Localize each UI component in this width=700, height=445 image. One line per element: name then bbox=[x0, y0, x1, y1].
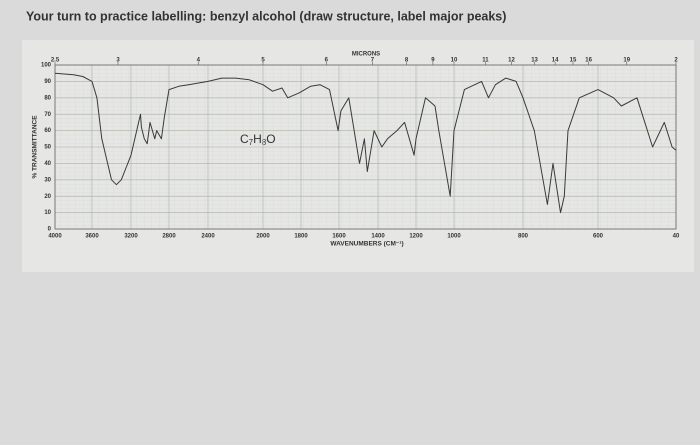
top-tick-label: 12 bbox=[508, 58, 515, 64]
x-tick-label: 2800 bbox=[162, 234, 176, 240]
y-tick-label: 0 bbox=[48, 227, 52, 233]
formula: C7H8O bbox=[240, 132, 276, 147]
x-axis-label: WAVENUMBERS (CM⁻¹) bbox=[330, 241, 403, 248]
top-tick-label: 7 bbox=[371, 58, 375, 64]
y-tick-label: 10 bbox=[44, 210, 51, 216]
top-tick-label: 5 bbox=[261, 58, 265, 64]
y-tick-label: 90 bbox=[44, 79, 51, 85]
x-tick-label: 1000 bbox=[447, 234, 461, 240]
x-tick-label: 2400 bbox=[201, 234, 215, 240]
x-tick-label: 3600 bbox=[85, 234, 99, 240]
x-tick-label: 4000 bbox=[48, 234, 62, 240]
formula-part: O bbox=[266, 132, 275, 146]
y-tick-label: 50 bbox=[44, 145, 51, 151]
x-tick-label: 40 bbox=[673, 234, 680, 240]
top-tick-label: 10 bbox=[451, 58, 458, 64]
top-tick-label: 16 bbox=[585, 58, 592, 64]
top-tick-label: 6 bbox=[325, 58, 329, 64]
x-tick-label: 1400 bbox=[371, 234, 385, 240]
x-tick-label: 1600 bbox=[332, 234, 346, 240]
formula-part: C bbox=[240, 132, 249, 146]
formula-part: 8 bbox=[262, 138, 267, 147]
x-tick-label: 1200 bbox=[409, 234, 423, 240]
top-tick-label: 8 bbox=[405, 58, 409, 64]
top-tick-label: 9 bbox=[431, 58, 435, 64]
x-tick-label: 1800 bbox=[294, 234, 308, 240]
y-tick-label: 20 bbox=[44, 194, 51, 200]
x-tick-label: 800 bbox=[518, 234, 529, 240]
top-tick-label: 11 bbox=[482, 58, 489, 64]
y-tick-label: 100 bbox=[41, 63, 52, 69]
y-tick-label: 40 bbox=[44, 161, 51, 167]
top-tick-label: 2.5 bbox=[51, 58, 60, 64]
top-tick-label: 19 bbox=[623, 58, 630, 64]
y-axis-label: % TRANSMITTANCE bbox=[32, 115, 39, 179]
top-tick-label: 15 bbox=[570, 58, 577, 64]
top-tick-label: 3 bbox=[116, 58, 120, 64]
prompt: Your turn to practice labelling: benzyl … bbox=[26, 9, 506, 23]
formula-part: 7 bbox=[249, 138, 254, 147]
y-tick-label: 70 bbox=[44, 112, 51, 118]
top-tick-label: 14 bbox=[552, 58, 559, 64]
top-tick-label: 13 bbox=[531, 58, 538, 64]
y-tick-label: 60 bbox=[44, 128, 51, 134]
y-tick-label: 30 bbox=[44, 177, 51, 183]
x-tick-label: 2000 bbox=[256, 234, 270, 240]
x-tick-label: 3200 bbox=[124, 234, 138, 240]
y-tick-label: 80 bbox=[44, 95, 51, 101]
top-tick-label: 2 bbox=[674, 58, 678, 64]
spectrum-line bbox=[54, 72, 677, 214]
top-tick-label: 4 bbox=[197, 58, 201, 64]
plot-frame bbox=[54, 64, 677, 230]
x-tick-label: 600 bbox=[593, 234, 604, 240]
formula-part: H bbox=[253, 132, 262, 146]
top-axis-label: MICRONS bbox=[352, 52, 380, 58]
